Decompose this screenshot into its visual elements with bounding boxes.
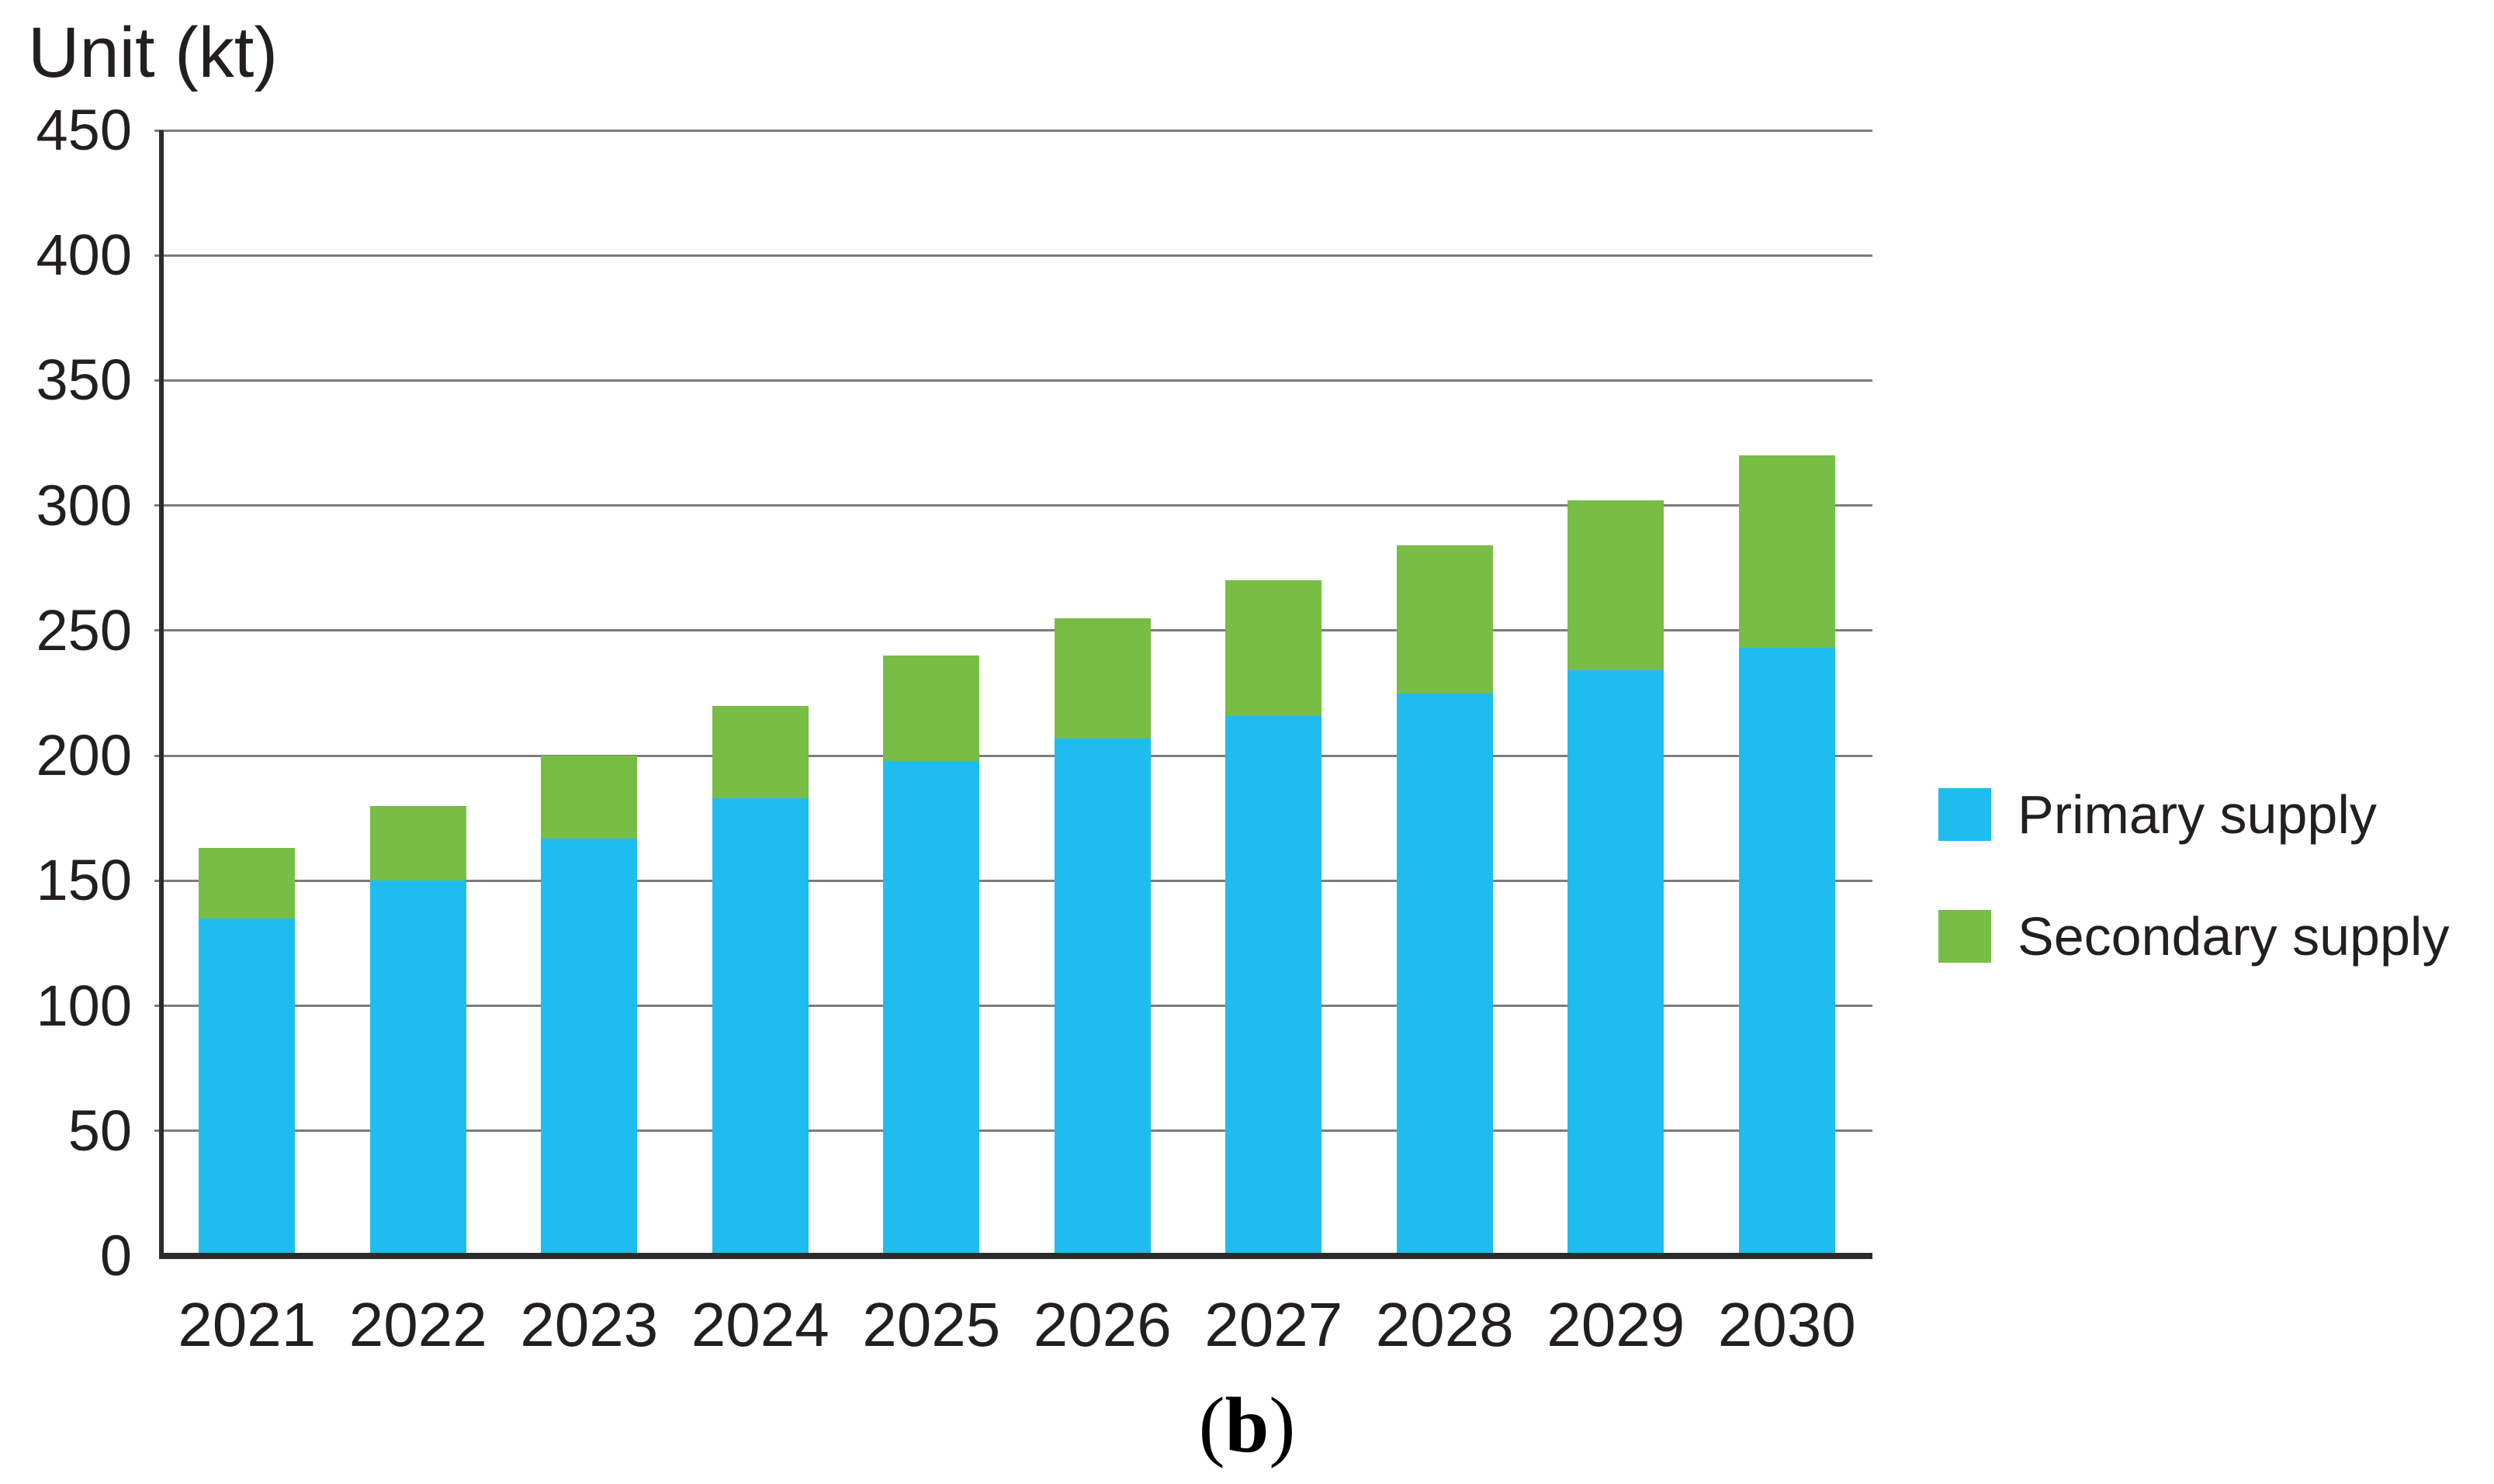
- bar-segment-secondary-supply-2025: [883, 656, 980, 761]
- bar-segment-secondary-supply-2023: [541, 756, 638, 839]
- gridline-150: [154, 879, 1872, 882]
- bar-segment-secondary-supply-2028: [1396, 545, 1493, 694]
- legend: Primary supply Secondary supply: [1938, 0, 2494, 1484]
- bar-segment-primary-supply-2025: [883, 760, 980, 1256]
- bar-segment-secondary-supply-2030: [1738, 455, 1835, 649]
- y-tick-label-400: 400: [36, 223, 132, 288]
- caption-letter: b: [1224, 1382, 1270, 1469]
- caption-paren-close: ): [1269, 1382, 1296, 1469]
- x-tick-label-2023: 2023: [520, 1290, 659, 1359]
- bar-segment-primary-supply-2024: [712, 797, 809, 1256]
- bar-segment-primary-supply-2021: [199, 918, 296, 1256]
- caption-paren-open: (: [1198, 1382, 1225, 1469]
- plot-area: [154, 129, 1872, 1259]
- gridline-50: [154, 1129, 1872, 1133]
- y-tick-label-150: 150: [36, 848, 132, 913]
- bar-segment-secondary-supply-2026: [1054, 617, 1151, 739]
- legend-item-secondary-supply: Secondary supply: [1938, 909, 2449, 963]
- bar-segment-secondary-supply-2022: [369, 805, 466, 881]
- bar-segment-secondary-supply-2027: [1225, 580, 1322, 716]
- bar-segment-primary-supply-2030: [1738, 648, 1835, 1256]
- x-tick-label-2029: 2029: [1547, 1290, 1685, 1359]
- bar-segment-primary-supply-2022: [369, 880, 466, 1256]
- bar-segment-primary-supply-2029: [1567, 670, 1664, 1256]
- x-axis-labels: 2021 2022 2023 2024 2025 2026 2027 2028 2029 2030: [161, 1294, 1872, 1379]
- y-tick-label-50: 50: [68, 1098, 132, 1163]
- y-tick-label-200: 200: [36, 723, 132, 788]
- x-axis-line: [159, 1253, 1872, 1259]
- y-tick-label-0: 0: [99, 1223, 132, 1288]
- figure-caption: (b): [0, 1382, 2494, 1469]
- legend-swatch-icon: [1938, 910, 1991, 963]
- bar-segment-primary-supply-2027: [1225, 715, 1322, 1256]
- legend-label: Secondary supply: [2018, 906, 2450, 967]
- gridline-100: [154, 1005, 1872, 1008]
- bar-segment-secondary-supply-2024: [712, 705, 809, 798]
- bar-segment-primary-supply-2028: [1396, 693, 1493, 1256]
- x-tick-label-2024: 2024: [691, 1290, 830, 1359]
- bar-segment-secondary-supply-2029: [1567, 500, 1664, 671]
- y-tick-label-100: 100: [36, 973, 132, 1038]
- gridline-300: [154, 504, 1872, 507]
- x-tick-label-2030: 2030: [1717, 1290, 1856, 1359]
- y-tick-label-350: 350: [36, 348, 132, 413]
- x-tick-label-2022: 2022: [348, 1290, 487, 1359]
- legend-item-primary-supply: Primary supply: [1938, 787, 2377, 842]
- legend-swatch-icon: [1938, 788, 1991, 841]
- x-tick-label-2021: 2021: [178, 1290, 317, 1359]
- y-axis-line: [159, 130, 164, 1258]
- y-axis-title: Unit (kt): [28, 13, 278, 92]
- y-axis-labels: 0 50 100 150 200 250 300 350 400 450: [0, 102, 132, 1285]
- y-tick-label-250: 250: [36, 597, 132, 662]
- x-tick-label-2028: 2028: [1375, 1290, 1514, 1359]
- x-tick-label-2027: 2027: [1204, 1290, 1343, 1359]
- y-tick-label-300: 300: [36, 472, 132, 538]
- legend-label: Primary supply: [2018, 784, 2377, 845]
- gridline-400: [154, 254, 1872, 257]
- bar-segment-primary-supply-2023: [541, 838, 638, 1256]
- x-tick-label-2025: 2025: [862, 1290, 1001, 1359]
- bar-segment-primary-supply-2026: [1054, 738, 1151, 1256]
- gridline-350: [154, 379, 1872, 382]
- gridline-450: [154, 129, 1872, 132]
- x-tick-label-2026: 2026: [1033, 1290, 1172, 1359]
- gridline-200: [154, 754, 1872, 757]
- bar-segment-secondary-supply-2021: [199, 848, 296, 918]
- y-tick-label-450: 450: [36, 98, 132, 162]
- gridline-250: [154, 629, 1872, 632]
